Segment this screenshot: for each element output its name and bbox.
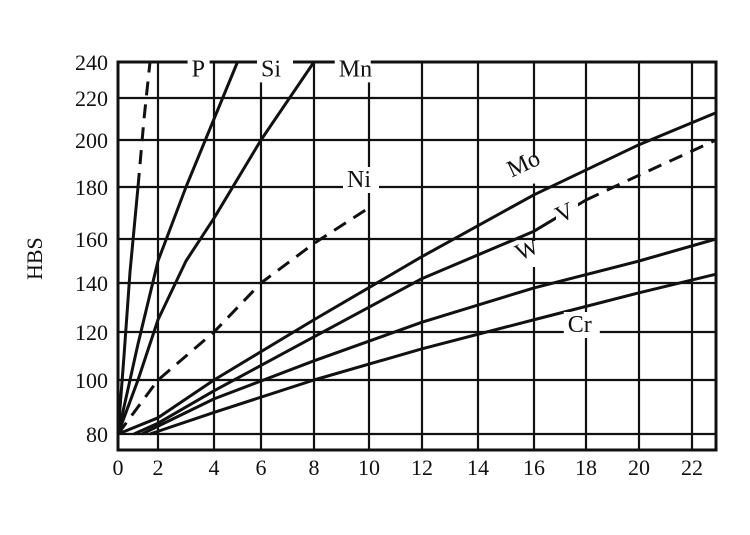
curve-v <box>133 198 587 436</box>
series-label-mn: Mn <box>339 56 372 82</box>
x-tick-label: 10 <box>358 455 380 480</box>
label-bg <box>187 56 210 83</box>
axis-tick-labels: 0 2 4 6 8 10 12 14 16 18 20 22 80 100 120 140 160 180 200 2… <box>75 50 703 480</box>
curve-v <box>585 138 717 202</box>
curve-mo <box>117 111 717 436</box>
x-tick-label: 16 <box>523 455 545 480</box>
label-bg <box>516 241 538 267</box>
curve-p <box>116 186 140 435</box>
label-bg <box>563 312 600 338</box>
x-tick-label: 22 <box>681 455 703 480</box>
series-label-ni: Ni <box>347 167 371 193</box>
y-tick-label: 100 <box>75 368 108 393</box>
series-label-si: Si <box>261 56 281 82</box>
curve-si <box>116 61 239 435</box>
label-bg <box>556 203 578 230</box>
y-tick-label: 120 <box>75 320 108 345</box>
curve-cr <box>149 272 717 436</box>
x-tick-label: 6 <box>256 455 267 480</box>
x-tick-label: 12 <box>411 455 433 480</box>
y-tick-label: 200 <box>75 128 108 153</box>
curve-p <box>136 61 152 188</box>
series-label-cr: Cr <box>568 312 592 338</box>
y-tick-label: 160 <box>75 227 108 252</box>
x-tick-label: 0 <box>113 455 124 480</box>
plot-frame <box>116 60 718 452</box>
label-bg <box>507 157 544 184</box>
curve-ni <box>116 206 370 435</box>
y-axis-label: HBS <box>22 237 47 280</box>
label-bg <box>257 56 293 83</box>
curve-w <box>141 237 717 436</box>
x-tick-label: 18 <box>575 455 597 480</box>
y-tick-label: 240 <box>75 50 108 75</box>
grid <box>116 60 718 452</box>
y-tick-label: 80 <box>86 422 108 447</box>
label-bg <box>343 167 379 193</box>
series-label-p: P <box>192 56 205 82</box>
alloy-curves <box>116 61 717 436</box>
x-tick-label: 2 <box>153 455 164 480</box>
label-bg <box>334 56 371 83</box>
x-tick-label: 8 <box>309 455 320 480</box>
y-tick-label: 180 <box>75 175 108 200</box>
x-tick-label: 20 <box>628 455 650 480</box>
x-tick-label: 14 <box>467 455 489 480</box>
x-tick-label: 4 <box>209 455 220 480</box>
curve-mn <box>116 61 316 435</box>
y-tick-label: 220 <box>75 86 108 111</box>
y-tick-label: 140 <box>75 271 108 296</box>
